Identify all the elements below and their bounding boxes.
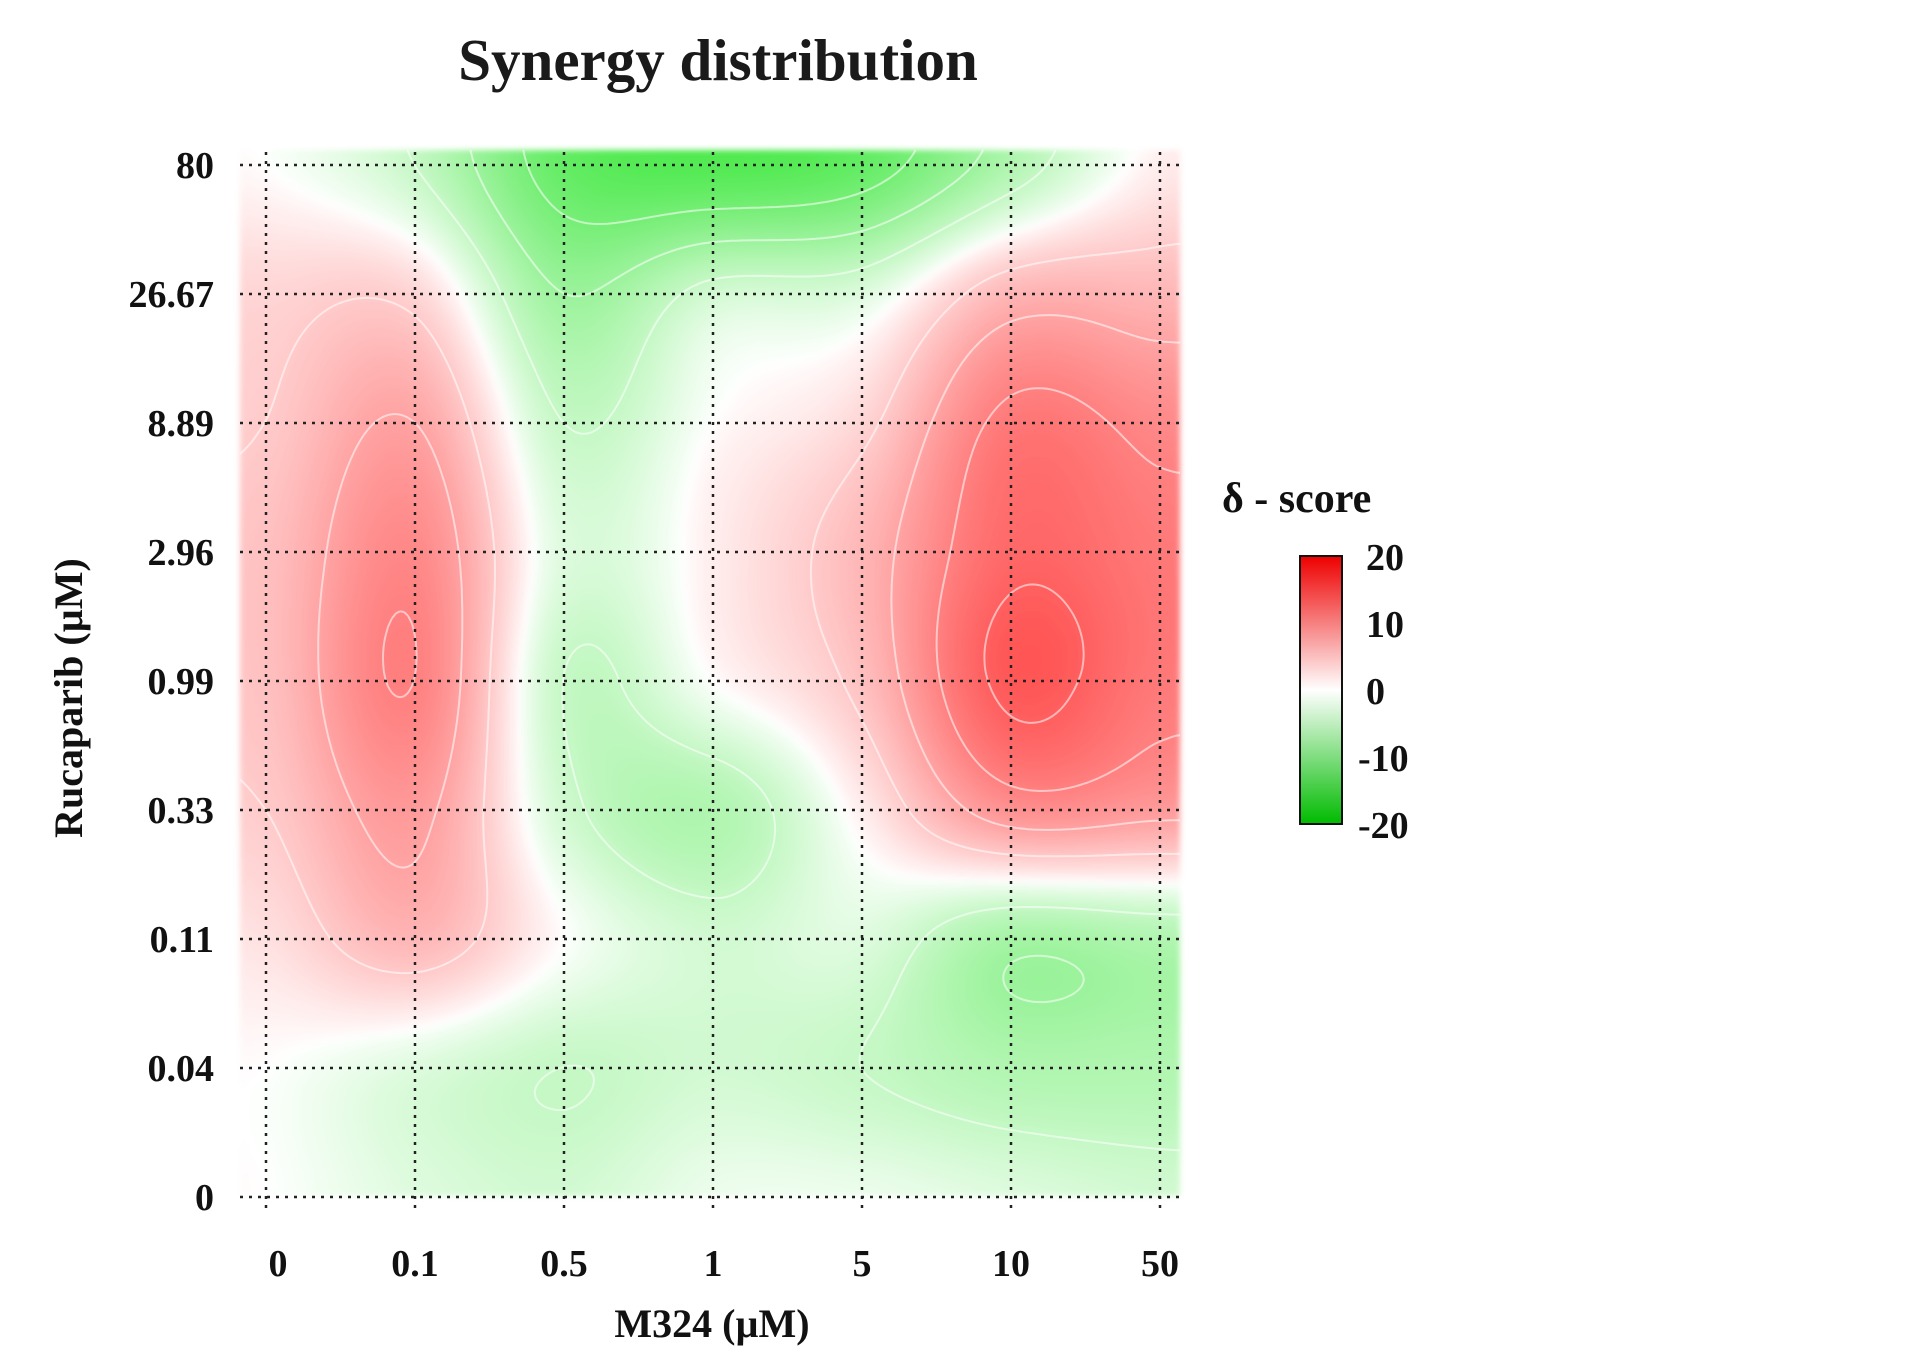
x-tick-label: 0.5 [540,1243,588,1285]
contour-level-8 [317,314,1181,869]
contour-level--12 [522,149,917,225]
x-axis-ticks: 0 0.1 0.5 1 5 10 50 [269,1243,1180,1285]
grid-lines [240,152,1180,1212]
heatmap-surface [240,150,1180,1196]
chart-title: Synergy distribution [458,27,978,93]
x-tick-label: 0.1 [391,1243,439,1285]
y-tick-label: 80 [176,145,214,187]
contour-level-16 [983,583,1085,724]
x-axis-label: M324 (µM) [614,1301,809,1346]
y-tick-label: 0.33 [148,790,215,832]
legend-tick-label: 10 [1366,604,1404,646]
legend-tick-label: 20 [1366,537,1404,579]
legend-tick-label: -20 [1358,805,1409,847]
contour-level--8 [469,149,1085,1004]
y-tick-label: 0 [195,1177,214,1219]
y-tick-label: 2.96 [148,532,215,574]
y-tick-label: 0.04 [148,1048,215,1090]
contour-lines [239,149,1181,1152]
x-tick-label: 10 [992,1243,1030,1285]
y-tick-label: 26.67 [129,274,215,316]
contour-level-4 [239,242,1181,975]
heatmap-image [240,150,1180,1196]
y-tick-label: 0.11 [150,919,214,961]
y-tick-label: 0.99 [148,661,215,703]
contour-level--4 [406,149,1181,1152]
legend-colorbar [1299,555,1343,825]
x-tick-label: 1 [704,1243,723,1285]
legend-tick-label: 0 [1366,671,1385,713]
legend-title: δ - score [1222,476,1371,522]
y-axis-ticks: 0 0.04 0.11 0.33 0.99 2.96 8.89 26.67 80 [129,145,215,1219]
legend-ticks: 20 10 0 -10 -20 [1358,537,1409,847]
legend-tick-label: -10 [1358,738,1409,780]
x-tick-label: 0 [269,1243,288,1285]
contour-level-12 [382,387,1181,792]
x-tick-label: 5 [853,1243,872,1285]
y-axis-label: Rucaparib (µM) [46,558,91,838]
color-legend: δ - score 20 10 0 -10 -20 [1222,476,1409,847]
y-tick-label: 8.89 [148,403,215,445]
x-tick-label: 50 [1141,1243,1179,1285]
